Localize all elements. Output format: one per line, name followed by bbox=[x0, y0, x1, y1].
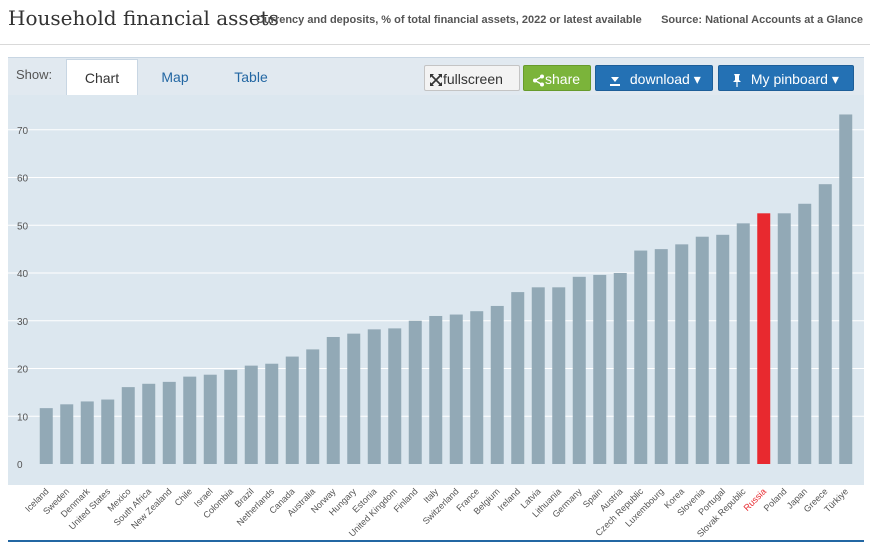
bar bbox=[634, 250, 648, 464]
y-tick-label: 0 bbox=[17, 460, 23, 471]
fullscreen-label: fullscreen bbox=[443, 71, 503, 87]
chart-subtitle: Currency and deposits, % of total financ… bbox=[256, 14, 642, 26]
bar bbox=[552, 287, 566, 464]
share-icon bbox=[533, 74, 544, 87]
bar bbox=[388, 328, 402, 464]
bar bbox=[244, 365, 258, 464]
bar bbox=[142, 383, 156, 464]
bar bbox=[408, 320, 422, 464]
bar bbox=[60, 404, 74, 464]
x-tick-label: Poland bbox=[762, 486, 789, 513]
bar bbox=[367, 329, 381, 464]
bar bbox=[757, 213, 771, 464]
bar bbox=[470, 311, 484, 464]
bar bbox=[306, 349, 320, 464]
bar bbox=[162, 381, 176, 464]
bar bbox=[572, 276, 586, 464]
bar bbox=[490, 305, 504, 464]
show-label: Show: bbox=[16, 67, 53, 82]
x-tick-label: Ireland bbox=[496, 486, 523, 513]
bar bbox=[101, 399, 115, 464]
source-note: Source: National Accounts at a Glance bbox=[661, 14, 863, 26]
bar bbox=[798, 203, 812, 464]
bar bbox=[531, 287, 545, 464]
x-tick-label: Chile bbox=[173, 486, 195, 508]
fullscreen-button[interactable]: fullscreen bbox=[424, 65, 520, 91]
my-pinboard-button[interactable]: My pinboard ▾ bbox=[718, 65, 854, 91]
chart-toolbar: Show: Chart Map Table fullscreen share d… bbox=[8, 57, 864, 97]
y-tick-label: 20 bbox=[17, 365, 29, 376]
download-label: download ▾ bbox=[629, 71, 701, 87]
tab-chart[interactable]: Chart bbox=[66, 59, 138, 97]
bar bbox=[511, 292, 525, 464]
bar bbox=[716, 234, 730, 464]
y-tick-label: 10 bbox=[17, 412, 29, 423]
bar bbox=[203, 374, 217, 464]
tab-map[interactable]: Map bbox=[161, 69, 189, 85]
download-arrow-icon bbox=[610, 77, 620, 87]
bar bbox=[777, 213, 791, 464]
y-tick-label: 50 bbox=[17, 221, 29, 232]
bar bbox=[593, 274, 607, 464]
bar bbox=[39, 408, 53, 464]
y-tick-label: 40 bbox=[17, 269, 29, 280]
y-tick-label: 30 bbox=[17, 317, 29, 328]
bar bbox=[224, 369, 238, 464]
bar bbox=[654, 249, 668, 464]
share-label: share bbox=[545, 71, 581, 87]
my-pinboard-label: My pinboard ▾ bbox=[750, 71, 839, 87]
bar bbox=[326, 336, 340, 464]
bar bbox=[695, 236, 709, 464]
tab-table[interactable]: Table bbox=[234, 69, 268, 85]
bar bbox=[429, 315, 443, 464]
header: Household financial assets Currency and … bbox=[0, 0, 870, 45]
bar bbox=[285, 356, 299, 464]
bar bbox=[613, 273, 627, 464]
bar bbox=[80, 401, 94, 464]
page-title: Household financial assets bbox=[8, 6, 279, 30]
bar bbox=[121, 387, 135, 464]
bar bbox=[265, 363, 279, 464]
footer-divider bbox=[8, 540, 864, 542]
y-tick-label: 70 bbox=[17, 126, 29, 137]
share-button[interactable]: share bbox=[523, 65, 591, 91]
bar bbox=[736, 223, 750, 464]
bar bbox=[183, 376, 197, 464]
y-tick-label: 60 bbox=[17, 174, 29, 185]
pushpin-icon bbox=[733, 74, 741, 88]
bar bbox=[818, 184, 832, 464]
bar bbox=[839, 114, 853, 464]
bar bbox=[675, 244, 689, 464]
download-button[interactable]: download ▾ bbox=[595, 65, 713, 91]
bar bbox=[449, 314, 463, 464]
bar bbox=[347, 333, 361, 464]
expand-arrows-icon bbox=[430, 74, 442, 87]
